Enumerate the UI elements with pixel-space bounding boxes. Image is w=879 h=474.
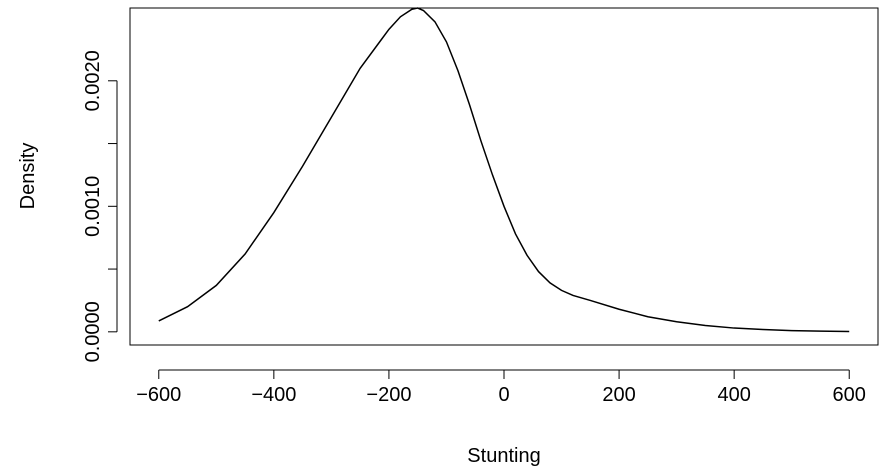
x-tick-label: 600 <box>833 384 866 406</box>
x-tick-label: 0 <box>498 384 509 406</box>
x-tick-label: −600 <box>136 384 181 406</box>
x-tick-label: 200 <box>602 384 635 406</box>
plot-frame <box>129 7 879 346</box>
x-axis: −600 −400 −200 0 200 400 600 <box>136 369 866 406</box>
x-tick-label: −200 <box>366 384 411 406</box>
y-tick-label: 0.0020 <box>82 50 104 111</box>
x-tick-label: −400 <box>251 384 296 406</box>
x-tick-label: 400 <box>717 384 750 406</box>
y-tick-label: 0.0000 <box>82 301 104 362</box>
density-curve <box>158 7 850 333</box>
y-axis-label: Density <box>17 143 39 210</box>
x-axis-label: Stunting <box>467 445 540 467</box>
y-axis: 0.0000 0.0010 0.0020 <box>82 50 118 362</box>
y-tick-label: 0.0010 <box>82 176 104 237</box>
